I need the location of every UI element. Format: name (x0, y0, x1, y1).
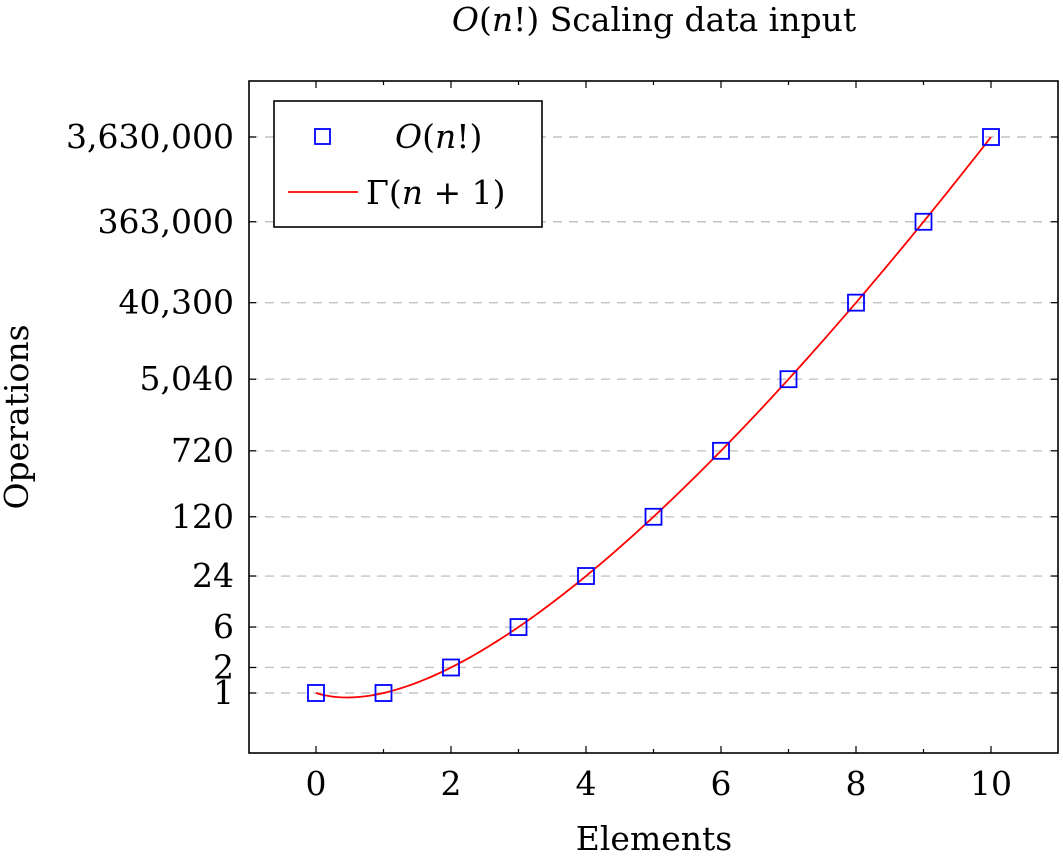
y-tick-label: 363,000 (98, 202, 234, 241)
x-tick-label: 4 (576, 764, 597, 803)
y-tick-label: 1 (213, 673, 234, 712)
x-tick-label: 0 (306, 764, 327, 803)
legend: O(n!) Γ(n + 1) (273, 100, 543, 228)
y-tick-label: 24 (192, 556, 234, 595)
markers-group (307, 128, 1000, 702)
gamma-curve-group (315, 136, 992, 699)
x-tick-label: 10 (970, 764, 1012, 803)
data-point (644, 507, 663, 526)
y-tick-label: 6 (213, 607, 234, 646)
data-point (577, 567, 595, 585)
y-tick-label: 720 (171, 431, 234, 470)
x-axis-label: Elements (576, 819, 732, 854)
title-open: ( (479, 0, 492, 39)
data-point (712, 441, 730, 460)
x-tick-label: 8 (846, 764, 867, 803)
y-tick-label: 5,040 (140, 359, 234, 398)
y-tick-label: 120 (171, 497, 234, 536)
gamma-curve (315, 136, 992, 699)
plot-frame (248, 80, 1059, 754)
data-point (307, 684, 325, 702)
data-point (779, 370, 798, 389)
data-point (914, 212, 933, 231)
data-point (509, 618, 528, 636)
y-tick-label: 3,630,000 (66, 117, 234, 156)
y-tick-label: 2 (213, 647, 234, 686)
y-tick-label: 40,300 (119, 283, 234, 322)
title-rest: !) Scaling data input (513, 0, 856, 39)
data-point (982, 128, 1000, 146)
legend-marker-icon (314, 128, 331, 145)
data-point (847, 293, 865, 312)
title-var: n (492, 0, 513, 39)
legend-label-gamma: Γ(n + 1) (366, 173, 506, 212)
legend-box (273, 100, 543, 228)
y-axis-label: Operations (0, 324, 36, 509)
x-tick-label: 2 (441, 764, 462, 803)
title-italic: O (452, 0, 479, 39)
legend-label-factorial: O(n!) (395, 117, 482, 156)
data-point (442, 658, 460, 677)
chart-title: O(n!) Scaling data input (452, 0, 856, 39)
data-point (374, 684, 393, 702)
x-tick-label: 6 (711, 764, 732, 803)
